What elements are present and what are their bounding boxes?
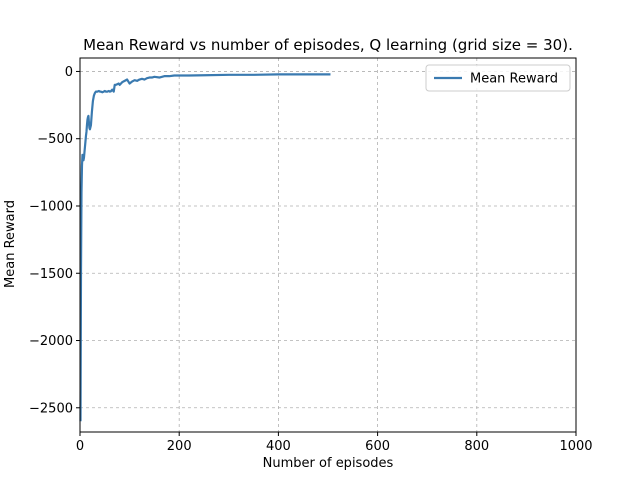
x-tick-label-2: 400 <box>266 439 291 454</box>
chart-title: Mean Reward vs number of episodes, Q lea… <box>83 36 573 54</box>
legend-box <box>425 64 571 92</box>
x-axis-label: Number of episodes <box>263 456 394 471</box>
plot-area: 0 200 400 600 800 1000 −2500 −2000 −1500 −1000 −50… <box>29 57 593 454</box>
y-tick-label-4: −500 <box>37 132 73 147</box>
x-tick-label-4: 800 <box>464 439 489 454</box>
series-line-0 <box>79 73 331 422</box>
y-tick-label-0: −2500 <box>29 401 73 416</box>
x-tick-label-5: 1000 <box>559 439 592 454</box>
y-tick-label-2: −1500 <box>29 267 73 282</box>
axes-frame <box>79 57 577 433</box>
x-tick-label-3: 600 <box>365 439 390 454</box>
y-tick-label-3: −1000 <box>29 199 73 214</box>
x-tick-label-0: 0 <box>76 439 84 454</box>
y-tick-label-5: 0 <box>65 65 73 80</box>
x-tick-label-1: 200 <box>167 439 192 454</box>
legend-label-0: Mean Reward <box>470 72 558 87</box>
y-axis-label: Mean Reward <box>3 200 18 288</box>
y-tick-label-1: −2000 <box>29 334 73 349</box>
